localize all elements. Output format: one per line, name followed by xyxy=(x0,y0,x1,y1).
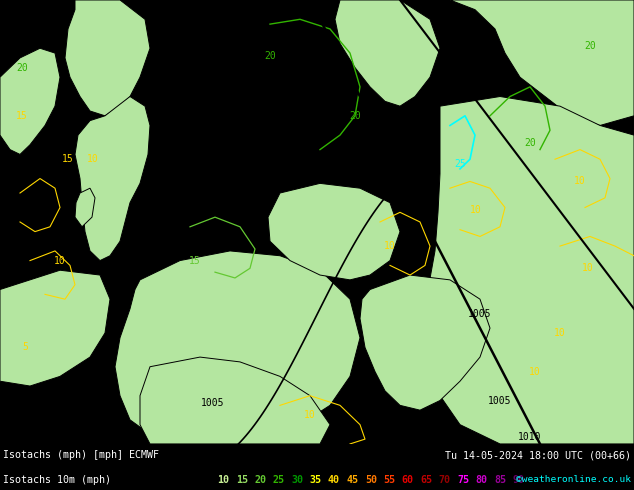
Text: 35: 35 xyxy=(309,475,321,485)
Text: 45: 45 xyxy=(346,475,358,485)
Polygon shape xyxy=(140,357,330,444)
Text: 25: 25 xyxy=(273,475,285,485)
Text: 50: 50 xyxy=(365,475,377,485)
Text: 80: 80 xyxy=(476,475,488,485)
Text: 10: 10 xyxy=(470,205,482,216)
Polygon shape xyxy=(335,0,440,106)
Text: 20: 20 xyxy=(524,138,536,148)
Text: 20: 20 xyxy=(254,475,266,485)
Text: 20: 20 xyxy=(584,41,596,51)
Polygon shape xyxy=(75,188,95,227)
Text: 15: 15 xyxy=(189,256,201,266)
Text: 85: 85 xyxy=(494,475,506,485)
Text: 20: 20 xyxy=(16,63,28,73)
Text: 40: 40 xyxy=(328,475,340,485)
Text: 5: 5 xyxy=(22,343,28,352)
Text: 20: 20 xyxy=(264,51,276,61)
Polygon shape xyxy=(360,275,490,410)
Text: 60: 60 xyxy=(402,475,414,485)
Text: 10: 10 xyxy=(217,475,229,485)
Text: 70: 70 xyxy=(439,475,451,485)
Text: Tu 14-05-2024 18:00 UTC (00+66): Tu 14-05-2024 18:00 UTC (00+66) xyxy=(445,450,631,461)
Polygon shape xyxy=(75,97,150,261)
Text: 15: 15 xyxy=(62,154,74,164)
Text: 10: 10 xyxy=(529,367,541,376)
Text: 30: 30 xyxy=(291,475,303,485)
Text: 55: 55 xyxy=(384,475,396,485)
Text: ©weatheronline.co.uk: ©weatheronline.co.uk xyxy=(516,475,631,485)
Text: 10: 10 xyxy=(582,263,594,273)
Text: 65: 65 xyxy=(420,475,432,485)
Text: 1005: 1005 xyxy=(201,398,224,408)
Text: 75: 75 xyxy=(457,475,469,485)
Text: 20: 20 xyxy=(349,111,361,121)
Text: 10: 10 xyxy=(554,328,566,338)
Text: 15: 15 xyxy=(16,111,28,121)
Text: 10: 10 xyxy=(574,176,586,186)
Text: 25: 25 xyxy=(454,159,466,169)
Text: 10: 10 xyxy=(384,241,396,251)
Text: 10: 10 xyxy=(54,256,66,266)
Text: 1005: 1005 xyxy=(469,309,492,318)
Text: 90: 90 xyxy=(513,475,524,485)
Polygon shape xyxy=(65,0,150,116)
Polygon shape xyxy=(115,251,360,444)
Text: 1010: 1010 xyxy=(518,432,541,442)
Text: 10: 10 xyxy=(304,410,316,420)
Text: 1005: 1005 xyxy=(488,395,512,406)
Polygon shape xyxy=(268,183,400,280)
Polygon shape xyxy=(450,0,634,125)
Polygon shape xyxy=(0,48,60,154)
Text: 15: 15 xyxy=(236,475,248,485)
Polygon shape xyxy=(0,270,110,386)
Text: 10: 10 xyxy=(87,154,99,164)
Polygon shape xyxy=(425,97,634,444)
Text: Isotachs 10m (mph): Isotachs 10m (mph) xyxy=(3,475,111,485)
Text: Isotachs (mph) [mph] ECMWF: Isotachs (mph) [mph] ECMWF xyxy=(3,450,159,461)
